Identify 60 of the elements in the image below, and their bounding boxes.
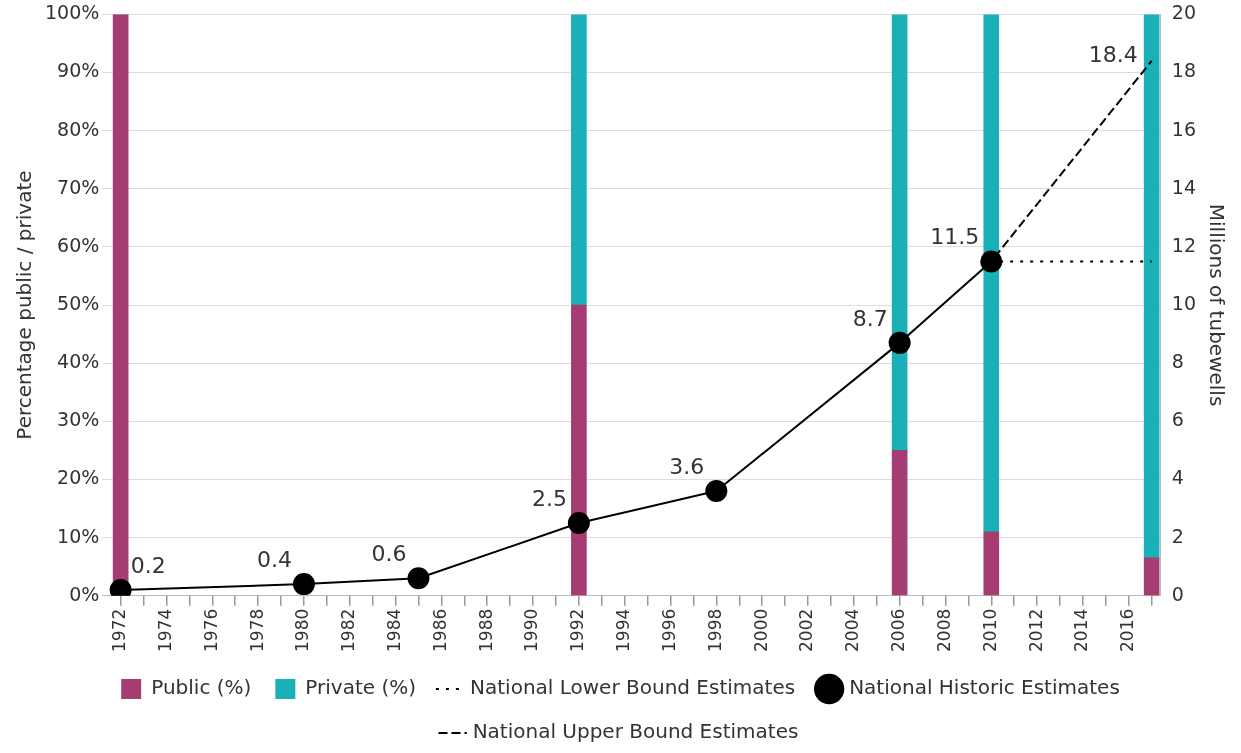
- data-label: 8.7: [852, 305, 888, 331]
- x-tick-label: 1978: [246, 608, 267, 652]
- x-tick-label: 2012: [1025, 608, 1046, 652]
- data-label: 0.6: [371, 541, 407, 567]
- x-tick-label: 1994: [613, 608, 634, 652]
- y2-tick-label: 6: [1171, 408, 1184, 431]
- y2-axis-title: Millions of tubewells: [1204, 203, 1229, 407]
- x-tick-label: 2014: [1071, 608, 1092, 652]
- x-tick-label: 1984: [384, 608, 405, 652]
- y2-tick-label: 12: [1171, 233, 1197, 256]
- x-tick-label: 1976: [200, 608, 221, 652]
- y-tick-label: 60%: [57, 233, 100, 256]
- y-tick-label: 40%: [57, 350, 100, 373]
- x-tick-label: 1992: [567, 608, 588, 652]
- x-tick-label: 2008: [933, 608, 954, 652]
- y-tick-label: 0%: [69, 582, 100, 605]
- x-tick-label: 2004: [842, 608, 863, 652]
- y2-tick-label: 8: [1171, 350, 1184, 373]
- y2-tick-label: 4: [1171, 466, 1184, 489]
- y2-tick-label: 20: [1171, 1, 1197, 24]
- y-tick-label: 50%: [57, 292, 100, 315]
- data-label: 11.5: [930, 224, 980, 250]
- y2-tick-label: 0: [1171, 582, 1184, 605]
- y-tick-label: 100%: [44, 1, 100, 24]
- x-tick-label: 1998: [704, 608, 725, 652]
- x-tick-label: 2016: [1117, 608, 1138, 652]
- data-label: 0.4: [256, 546, 292, 572]
- y2-tick-label: 14: [1171, 175, 1197, 198]
- x-tick-label: 1974: [154, 608, 175, 652]
- legend-label: National Upper Bound Estimates: [472, 719, 799, 744]
- x-tick-label: 1990: [521, 608, 542, 652]
- data-label: 3.6: [669, 453, 705, 479]
- x-tick-label: 1986: [429, 608, 450, 652]
- x-tick-label: 2000: [750, 608, 771, 652]
- y-tick-label: 90%: [57, 59, 100, 82]
- x-tick-label: 1996: [658, 608, 679, 652]
- y-tick-label: 20%: [57, 466, 100, 489]
- y2-tick-label: 18: [1171, 59, 1197, 82]
- y2-tick-label: 10: [1171, 292, 1197, 315]
- legend-label: Public (%): [151, 675, 252, 700]
- data-label: 2.5: [531, 485, 567, 511]
- y-tick-label: 10%: [57, 524, 100, 547]
- x-tick-label: 1980: [292, 608, 313, 652]
- legend-label: National Lower Bound Estimates: [470, 675, 796, 700]
- x-tick-label: 2010: [979, 608, 1000, 652]
- legend-label: National Historic Estimates: [849, 675, 1120, 700]
- y-tick-label: 80%: [57, 117, 100, 140]
- x-tick-label: 2002: [796, 608, 817, 652]
- y-axis-title: Percentage public / private: [12, 170, 37, 440]
- y-tick-label: 30%: [57, 408, 100, 431]
- data-label: 18.4: [1088, 41, 1138, 67]
- x-tick-label: 2006: [888, 608, 909, 652]
- y2-tick-label: 2: [1171, 524, 1184, 547]
- y-tick-label: 70%: [57, 175, 100, 198]
- x-tick-label: 1972: [109, 608, 130, 652]
- legend-label: Private (%): [305, 675, 417, 700]
- y2-tick-label: 16: [1171, 117, 1197, 140]
- x-tick-label: 1982: [338, 608, 359, 652]
- x-tick-label: 1988: [475, 608, 496, 652]
- data-label: 0.2: [130, 552, 166, 578]
